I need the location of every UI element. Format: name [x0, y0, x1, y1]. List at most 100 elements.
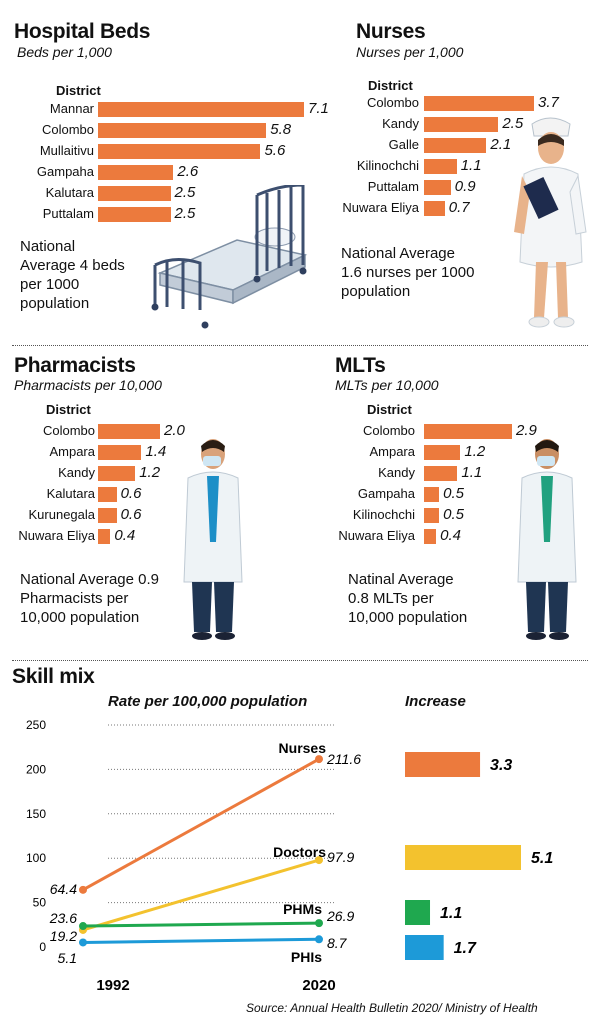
increase-bar	[405, 900, 431, 925]
value-label: 1.1	[460, 157, 482, 174]
nurses-title: Nurses	[356, 20, 426, 43]
y-tick-label: 50	[33, 896, 47, 910]
pharmacists-note-line: National Average 0.9	[20, 571, 159, 588]
value-label: 0.9	[454, 178, 476, 195]
bar	[424, 180, 451, 195]
bar	[98, 424, 160, 439]
bar	[424, 508, 440, 523]
x-tick-label: 2020	[302, 977, 335, 994]
category-label: Kandy	[58, 465, 95, 480]
series-label: PHMs	[283, 901, 322, 917]
data-point	[315, 935, 323, 944]
series-line	[82, 937, 320, 944]
bar	[424, 466, 458, 481]
lab-technician-icon	[517, 439, 577, 640]
value-label: 1.2	[139, 464, 161, 481]
value-label: 0.6	[120, 485, 142, 502]
category-label: Ampara	[369, 444, 415, 459]
value-label: 2.5	[174, 205, 196, 222]
bar	[98, 508, 117, 523]
bar	[98, 123, 267, 138]
data-point	[315, 919, 323, 928]
mlts-note-line: Natinal Average	[348, 571, 454, 588]
skill-mix-subtitle: Rate per 100,000 population	[108, 693, 308, 710]
mlts-subtitle: MLTs per 10,000	[335, 377, 439, 393]
category-label: Mullaitivu	[39, 143, 94, 158]
value-label: 0.7	[448, 199, 470, 216]
increase-value: 3.3	[490, 757, 512, 774]
value-label: 2.5	[502, 115, 524, 132]
value-label: 0.6	[120, 506, 142, 523]
category-label: Nuwara Eliya	[18, 528, 95, 543]
y-tick-label: 0	[39, 940, 46, 954]
category-label: Nuwara Eliya	[338, 528, 415, 543]
data-point	[79, 922, 87, 931]
value-label: 5.8	[270, 121, 292, 138]
bar	[424, 159, 457, 174]
bar	[424, 117, 499, 132]
beds-subtitle: Beds per 1,000	[17, 44, 112, 60]
category-label: Kalutara	[45, 185, 94, 200]
series-line	[82, 757, 320, 892]
category-label: Kalutara	[46, 486, 95, 501]
value-label: 2.6	[177, 163, 199, 180]
bar	[98, 445, 142, 460]
increase-bar	[405, 935, 444, 960]
bar	[424, 529, 437, 544]
pharmacists-note-line: 10,000 population	[20, 609, 140, 626]
beds-note-line: population	[20, 295, 90, 312]
pharmacists-district-header: District	[46, 402, 91, 417]
value-label: 0.5	[443, 506, 465, 523]
beds-note-line: per 1000	[20, 276, 80, 293]
pharmacists-national-note: National Average 0.9 Pharmacists per 10,…	[20, 570, 159, 627]
nurses-subtitle: Nurses per 1,000	[356, 44, 464, 60]
value-label: 2.1	[490, 136, 512, 153]
pharmacists-note-line: Pharmacists per	[20, 590, 129, 607]
bar	[424, 487, 440, 502]
data-point	[315, 755, 323, 764]
beds-title: Hospital Beds	[14, 20, 151, 43]
category-label: Kilinochchi	[352, 507, 415, 522]
category-label: Kandy	[382, 116, 419, 131]
bar	[424, 201, 445, 216]
category-label: Kandy	[378, 465, 415, 480]
bar	[98, 466, 136, 481]
category-label: Kilinochchi	[356, 158, 419, 173]
category-label: Mannar	[49, 101, 94, 116]
category-label: Colombo	[362, 423, 415, 438]
nurses-national-note: National Average 1.6 nurses per 1000 pop…	[341, 244, 474, 301]
increase-bar	[405, 845, 521, 870]
category-label: Colombo	[366, 95, 419, 110]
beds-district-header: District	[56, 83, 101, 98]
value-label: 2.5	[174, 184, 196, 201]
mlts-note-line: 0.8 MLTs per	[348, 590, 434, 607]
bar	[424, 445, 461, 460]
mlts-title: MLTs	[335, 354, 386, 377]
bar	[424, 424, 512, 439]
pharmacists-title: Pharmacists	[14, 354, 136, 377]
data-point	[79, 938, 87, 947]
data-label: 5.1	[58, 950, 77, 966]
series-label: PHIs	[291, 949, 322, 965]
value-label: 5.6	[264, 142, 286, 159]
value-label: 0.4	[440, 527, 461, 544]
category-label: Nuwara Eliya	[342, 200, 419, 215]
series-label: Nurses	[279, 740, 327, 756]
category-label: Puttalam	[367, 179, 419, 194]
bar	[98, 487, 117, 502]
nurses-note-line: 1.6 nurses per 1000	[341, 264, 475, 281]
value-label: 1.1	[461, 464, 483, 481]
increase-value: 1.1	[440, 905, 462, 922]
data-label: 211.6	[326, 751, 361, 767]
skill-mix-title: Skill mix	[12, 665, 95, 688]
value-label: 1.4	[145, 443, 167, 460]
nurses-district-header: District	[368, 78, 413, 93]
beds-national-note: National Average 4 beds per 1000 populat…	[20, 237, 125, 313]
source-note: Source: Annual Health Bulletin 2020/ Min…	[246, 1001, 538, 1015]
nurses-note-line: population	[341, 283, 411, 300]
bar	[98, 529, 111, 544]
category-label: Kurunegala	[28, 507, 96, 522]
mlts-national-note: Natinal Average 0.8 MLTs per 10,000 popu…	[348, 570, 467, 627]
category-label: Puttalam	[42, 206, 94, 221]
